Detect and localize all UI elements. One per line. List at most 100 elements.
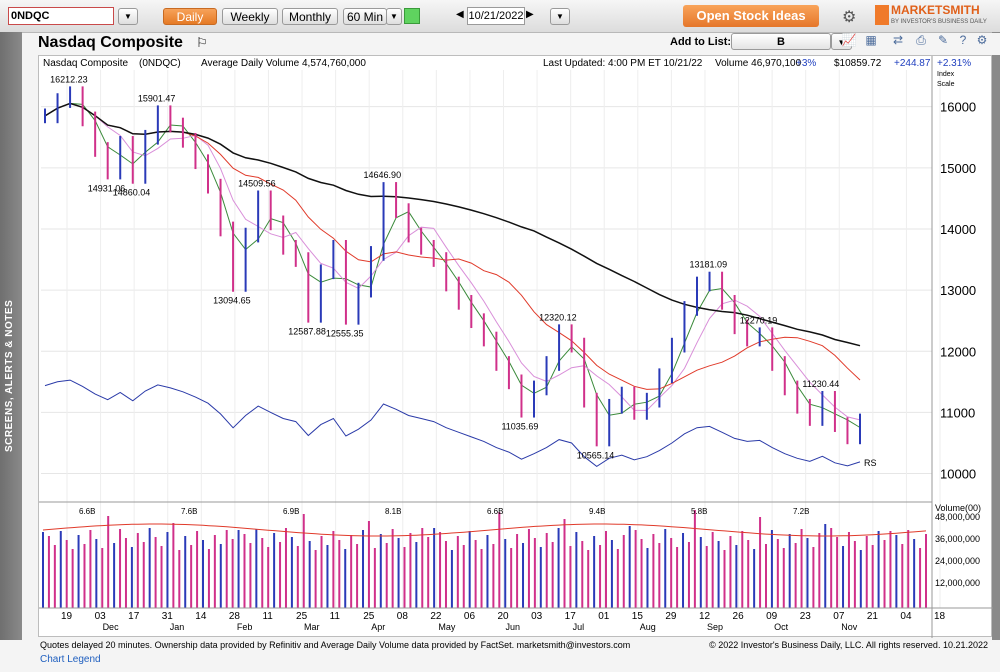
daily-button[interactable]: Daily [163,8,217,25]
month-label: Nov [841,622,858,632]
status-indicator[interactable] [404,8,420,24]
prev-date-icon[interactable]: ◀ [456,9,464,20]
price-chart[interactable]: Nasdaq Composite (0NDQC) Average Daily V… [38,55,993,638]
symbol-dropdown-button[interactable]: ▼ [118,8,138,25]
screens-alerts-notes-tab[interactable]: SCREENS, ALERTS & NOTES [0,32,22,640]
price-tick-label: 13000 [940,283,976,298]
date-tick-label: 01 [598,611,610,622]
date-tick-label: 19 [61,611,73,622]
date-tick-label: 22 [430,611,442,622]
add-to-list-label: Add to List: [670,36,732,48]
date-tick-label: 23 [800,611,812,622]
price-annotation: 11035.69 [501,422,538,432]
table-icon[interactable]: ▦ [865,33,877,47]
date-tick-label: 25 [296,611,308,622]
price-annotation: 13181.09 [690,260,728,270]
chart-grid [41,70,941,608]
month-label: May [438,622,456,632]
volume-annotation: 9.4B [589,507,605,516]
month-label: Dec [103,622,120,632]
info-change: +244.87 [894,58,931,69]
moving-averages: RS [44,102,877,468]
date-tick-label: 07 [833,611,845,622]
price-annotation: 12555.35 [326,329,364,339]
info-avg-volume: Average Daily Volume 4,574,760,000 [201,58,366,69]
month-label: Feb [237,622,253,632]
volume-tick-label: 12,000,000 [935,578,980,588]
volume-annotation: 6.9B [283,507,299,516]
interval-select[interactable]: 60 Min [343,8,387,25]
price-tick-label: 11000 [940,405,975,420]
price-tick-label: 16000 [940,100,976,115]
price-annotation: 12320.12 [539,312,577,322]
print-icon[interactable]: ⎙ [916,33,926,47]
price-annotation: 16212.23 [50,74,88,84]
date-tick-label: 25 [363,611,375,622]
rs-line [44,379,861,468]
date-tick-label: 03 [95,611,107,622]
date-tick-label: 26 [733,611,745,622]
info-change-pct: +2.31% [937,58,971,69]
volume-tick-label: 24,000,000 [935,556,980,566]
volume-annotation: 7.2B [793,507,809,516]
compare-icon[interactable]: ⇄ [892,33,904,47]
date-tick-label: 09 [766,611,778,622]
date-tick-label: 14 [195,611,207,622]
footer-disclaimer: Quotes delayed 20 minutes. Ownership dat… [40,640,631,650]
monthly-button[interactable]: Monthly [282,8,338,25]
date-tick-label: 21 [867,611,879,622]
brand-subtitle: BY INVESTOR'S BUSINESS DAILY [891,19,987,25]
date-dropdown-button[interactable]: ▼ [550,8,570,25]
tools-icon[interactable]: ✎ [937,33,949,47]
date-tick-label: 17 [565,611,577,622]
moving-average-line [44,102,861,428]
settings-icon[interactable]: ⚙ [976,33,988,47]
volume-tick-label: 48,000,000 [935,512,980,522]
info-index-name: Nasdaq Composite [43,58,128,69]
price-annotation: 12270.19 [740,315,778,325]
next-date-icon[interactable]: ▶ [526,9,534,20]
volume-annotation: 5.8B [691,507,707,516]
line-chart-icon[interactable]: 📈 [841,33,857,47]
gear-icon[interactable]: ⚙ [842,9,857,26]
moving-average-line [44,102,861,421]
weekly-button[interactable]: Weekly [222,8,278,25]
brand-name: MARKETSMITH [891,3,980,17]
list-select[interactable]: B [731,33,831,50]
date-tick-label: 12 [699,611,711,622]
date-tick-label: 08 [397,611,409,622]
marketsmith-logo: MARKETSMITH BY INVESTOR'S BUSINESS DAILY [875,3,997,29]
right-panel-handle[interactable] [992,32,1000,640]
date-tick-label: 29 [665,611,677,622]
price-annotation: 14931.06 [88,183,126,193]
open-stock-ideas-button[interactable]: Open Stock Ideas [683,5,819,27]
price-tick-label: 15000 [940,161,976,176]
chart-legend-link[interactable]: Chart Legend [40,654,101,665]
date-tick-label: 17 [128,611,140,622]
rs-label: RS [864,458,877,468]
footer-copyright: © 2022 Investor's Business Daily, LLC. A… [709,640,988,650]
interval-dropdown-button[interactable]: ▼ [386,8,402,25]
price-annotation: 14646.90 [364,170,402,180]
date-tick-label: 18 [934,611,946,622]
help-icon[interactable]: ? [959,33,967,47]
volume-annotation: 6.6B [487,507,503,516]
info-last-updated: Last Updated: 4:00 PM ET 10/21/22 [543,58,703,69]
index-scale-label-1: Index [937,71,955,78]
symbol-input[interactable] [8,7,114,25]
month-label: Apr [371,622,385,632]
flag-icon[interactable]: ⚐ [196,35,208,50]
date-input[interactable]: 10/21/2022 [467,7,525,25]
price-annotation: 11230.44 [802,379,839,389]
date-tick-label: 31 [162,611,174,622]
price-annotation: 10565.14 [577,450,615,460]
month-label: Oct [774,622,789,632]
price-bars [44,86,861,447]
volume-annotation: 8.1B [385,507,401,516]
volume-tick-label: 36,000,000 [935,534,980,544]
moving-average-line [44,102,861,347]
month-label: Jan [170,622,185,632]
price-annotation: 15901.47 [138,93,176,103]
list-dropdown-button[interactable]: ▼ [831,33,852,50]
